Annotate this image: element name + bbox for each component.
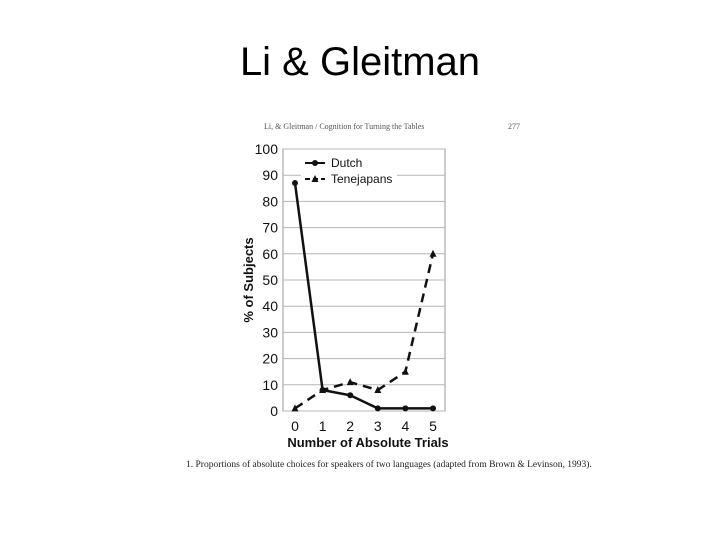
- y-tick-label-100: 100: [255, 141, 279, 157]
- point-tenejapans-5: [429, 249, 437, 257]
- figure-caption: 1. Proportions of absolute choices for s…: [186, 460, 592, 470]
- figure-header-text: Li, & Gleitman / Cognition for Turning t…: [264, 122, 425, 131]
- x-tick-label-0: 0: [291, 418, 299, 434]
- series-line-dutch: [293, 182, 433, 410]
- legend-marker-tenejapans: [311, 175, 319, 182]
- y-tick-label-20: 20: [262, 351, 278, 367]
- legend-label-dutch: Dutch: [331, 156, 362, 170]
- x-tick-label-4: 4: [402, 418, 410, 434]
- x-tick-label-3: 3: [374, 418, 382, 434]
- y-tick-labels: 0 10 20 30 40 50 60 70 80 90 100: [255, 141, 279, 419]
- y-tick-label-90: 90: [262, 167, 278, 183]
- point-tenejapans-4: [401, 367, 409, 375]
- point-dutch-5: [430, 405, 436, 412]
- legend-label-tenejapans: Tenejapans: [331, 172, 392, 186]
- y-tick-label-10: 10: [262, 377, 278, 393]
- x-axis-title: Number of Absolute Trials: [287, 435, 448, 450]
- y-tick-label-0: 0: [270, 403, 278, 419]
- legend-marker-dutch: [312, 160, 318, 166]
- point-tenejapans-0: [291, 404, 299, 412]
- legend-box: [301, 153, 397, 189]
- y-tick-label-40: 40: [262, 298, 278, 314]
- y-axis-title: % of Subjects: [241, 237, 256, 322]
- y-tick-label-30: 30: [262, 324, 278, 340]
- series-line-tenejapans: [294, 253, 435, 410]
- x-tick-label-2: 2: [346, 418, 354, 434]
- point-dutch-0: [292, 180, 298, 187]
- point-tenejapans-3: [374, 386, 382, 394]
- point-tenejapans-1: [319, 386, 327, 394]
- x-tick-label-5: 5: [429, 418, 437, 434]
- point-dutch-3: [374, 405, 381, 412]
- x-tick-label-1: 1: [319, 418, 327, 434]
- x-tick-labels: 0 1 2 3 4 5: [291, 418, 437, 434]
- chart-legend: Dutch Tenejapans: [301, 153, 397, 189]
- y-tick-label-60: 60: [262, 246, 278, 262]
- slide-title: Li & Gleitman: [239, 40, 481, 84]
- point-tenejapans-2: [346, 378, 354, 386]
- chart-grid: [282, 148, 446, 412]
- y-tick-label-50: 50: [262, 272, 278, 288]
- y-tick-label-80: 80: [262, 193, 278, 209]
- y-tick-label-70: 70: [262, 220, 278, 236]
- chart-series: [291, 180, 437, 412]
- point-dutch-4: [402, 405, 409, 412]
- point-dutch-2: [347, 392, 354, 399]
- figure-page-number: 277: [508, 122, 520, 131]
